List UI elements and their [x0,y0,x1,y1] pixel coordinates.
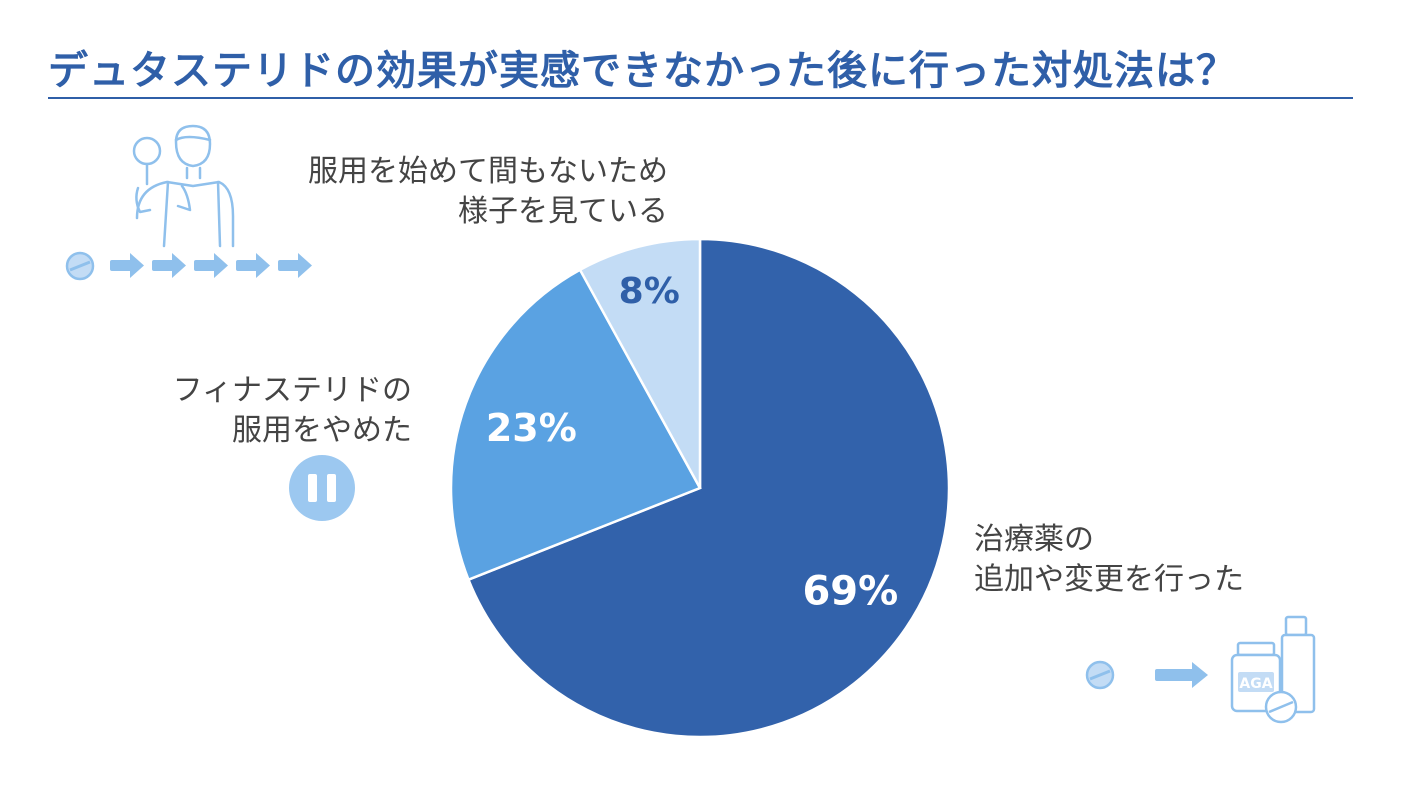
title-underline [48,97,1353,99]
arrow-right-icon [194,260,216,271]
value-label: 23% [486,406,577,450]
arrow-right-icon [278,260,300,271]
arrow-right-icon [214,253,228,278]
arrow-right-icon [298,253,312,278]
aga-medicine-bottles-icon [1230,615,1316,724]
arrow-right-icon [172,253,186,278]
arrow-right-icon [130,253,144,278]
pill-icon [65,251,95,281]
arrow-right-icon [236,260,258,271]
label-changed-line-1: 治療薬の [974,522,1094,557]
value-label: 8% [619,271,680,312]
pill-icon [1085,660,1115,690]
label-changed-line-2: 追加や変更を行った [974,562,1244,597]
man-with-magnifier-icon [132,124,235,248]
label-changed-treatment: 治療薬の 追加や変更を行った [974,520,1374,600]
arrow-right-icon [256,253,270,278]
label-stopped-line-1: フィナステリドの [172,373,412,408]
label-stopped: フィナステリドの 服用をやめた [120,371,412,451]
value-label: 69% [802,569,898,615]
slice-stopped [449,268,702,582]
pause-icon [289,455,355,521]
label-watching: 服用を始めて間もないため 様子を見ている [268,152,668,232]
aga-bottle-label: AGA [1239,676,1272,692]
slice-watching [578,237,702,489]
slice-changed-treatment [466,237,951,739]
arrow-right-icon [152,260,174,271]
arrow-right-icon [110,253,312,278]
arrow-right-icon [1155,662,1208,688]
arrow-right-icon [110,260,132,271]
chart-title: デュタステリドの効果が実感できなかった後に行った対処法は？ [48,48,1237,94]
label-stopped-line-2: 服用をやめた [232,413,412,448]
label-watching-line-2: 様子を見ている [458,194,668,229]
label-watching-line-1: 服用を始めて間もないため [308,154,668,189]
